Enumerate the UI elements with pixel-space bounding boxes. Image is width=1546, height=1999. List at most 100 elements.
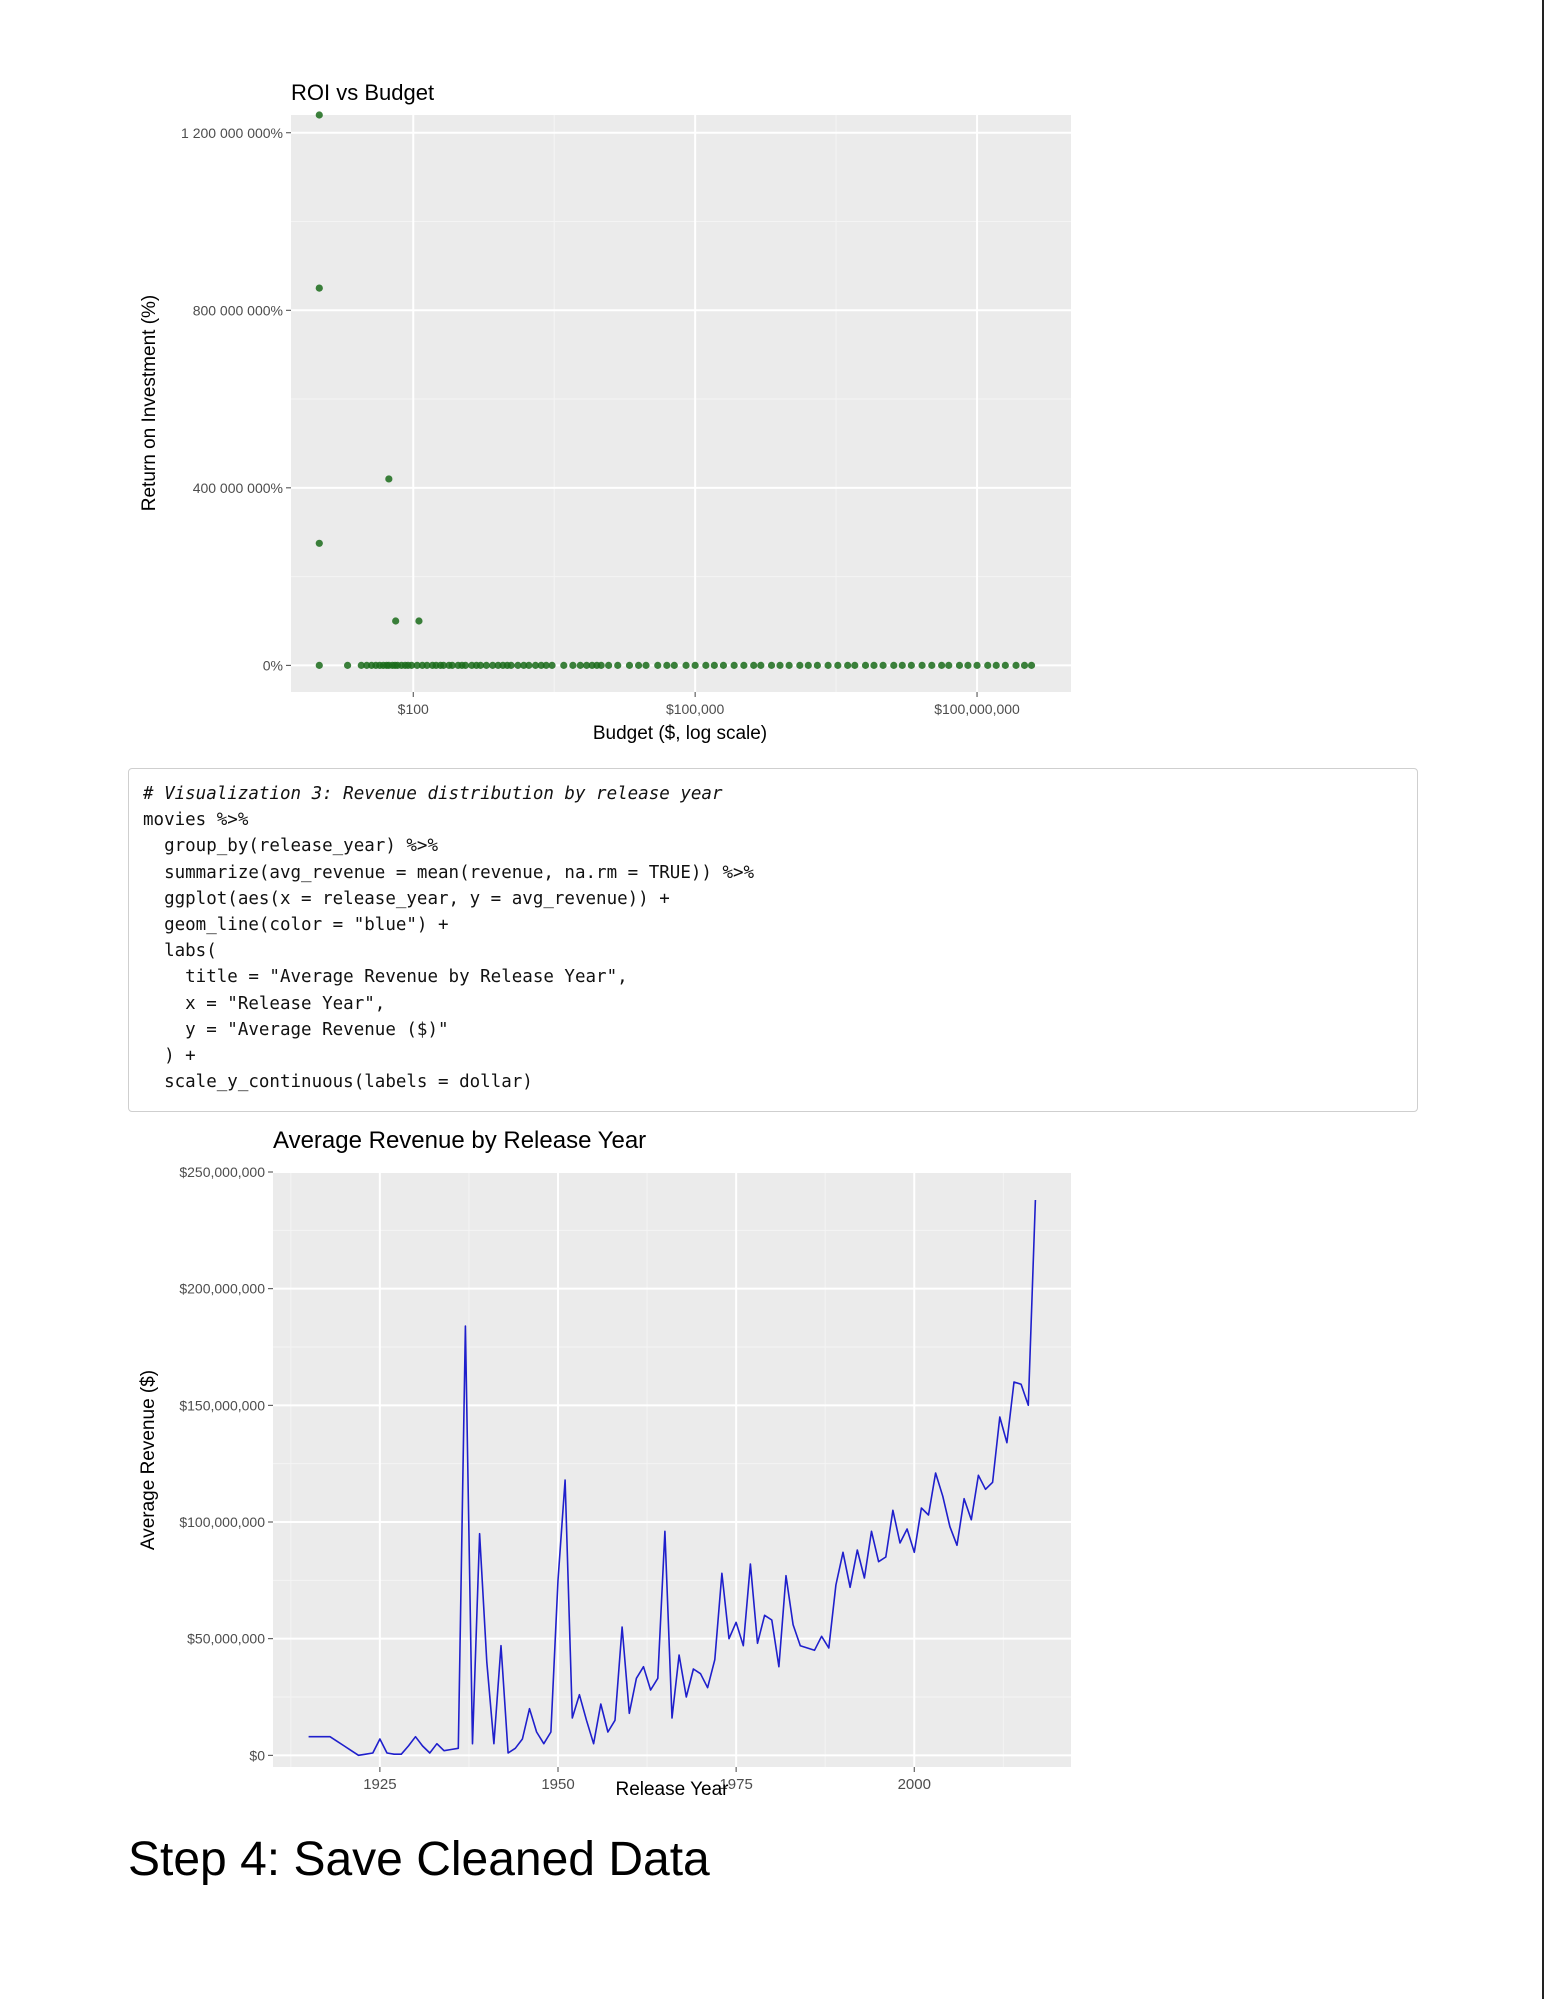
data-point [844,661,852,669]
data-point [898,661,906,669]
data-point [439,661,448,669]
revenue-by-year-chart: Average Revenue by Release Year 1925 1950… [0,1120,1546,1810]
y-tick-label: 0% [263,657,283,673]
data-point [597,661,605,669]
data-point [710,661,718,669]
data-point [520,661,528,669]
x-axis-label: Budget ($, log scale) [593,723,767,744]
y-tick-label: $150,000,000 [179,1397,265,1413]
roi-chart-svg: ROI vs Budget $100 $100,000 $100,000,000 0%… [139,80,1071,744]
roi-vs-budget-chart: ROI vs Budget $100 $100,000 $100,000,000 0%… [0,0,1546,760]
data-point [482,661,490,669]
y-tick-label: 800 000 000% [193,302,283,318]
y-tick-label: 400 000 000% [193,480,283,496]
data-point [740,661,748,669]
x-tick-label: $100,000,000 [934,701,1020,717]
step-heading: Step 4: Save Cleaned Data [128,1833,710,1886]
data-point [670,661,678,669]
data-point [663,661,671,669]
code-line: scale_y_continuous(labels = dollar) [143,1072,533,1093]
data-point [385,475,393,483]
data-point [654,661,662,669]
data-point [767,661,776,669]
data-point [476,661,485,669]
data-point [315,661,323,669]
x-axis-label: Release Year [615,1779,729,1800]
data-point [357,661,365,669]
code-line: y = "Average Revenue ($)" [143,1019,449,1040]
data-point [804,661,812,669]
data-point [870,661,878,669]
data-point [796,661,804,669]
code-line: ) + [143,1046,196,1067]
code-line: geom_line(color = "blue") + [143,915,449,936]
code-chunk[interactable]: # Visualization 3: Revenue distribution … [128,768,1418,1112]
data-point [507,661,515,669]
data-point [834,661,842,669]
data-point [548,661,556,669]
data-point [1020,661,1029,669]
data-point [315,284,323,292]
y-tick-label: $50,000,000 [187,1631,265,1647]
data-point [583,661,591,669]
data-point [1012,661,1020,669]
data-point [750,661,758,669]
data-point [461,661,470,669]
code-line: summarize(avg_revenue = mean(revenue, na… [143,862,755,883]
plot-panel [291,115,1071,692]
data-point [537,661,545,669]
y-tick-label: $200,000,000 [179,1281,265,1297]
data-point [691,661,699,669]
data-point [525,661,533,669]
data-point [423,661,431,669]
code-line: labs( [143,941,217,962]
data-point [918,661,926,669]
y-tick-label: $100,000,000 [179,1514,265,1530]
code-line: movies %>% [143,810,249,831]
code-line: x = "Release Year", [143,993,386,1014]
data-point [634,661,643,669]
data-point [625,661,634,669]
data-point [315,111,323,119]
data-point [1001,661,1009,669]
data-point [642,661,650,669]
data-point [407,661,416,669]
x-tick-label: 1950 [541,1776,574,1793]
data-point [1027,661,1036,669]
y-axis-label: Return on Investment (%) [139,295,160,511]
data-point [542,661,550,669]
data-point [785,661,793,669]
plot-panel [273,1172,1071,1767]
data-point [824,661,832,669]
y-tick-label: $250,000,000 [179,1164,265,1180]
data-point [907,661,915,669]
data-point [964,661,972,669]
revenue-chart-svg: Average Revenue by Release Year 1925 1950… [138,1127,1071,1800]
data-point [415,617,423,625]
data-point [851,661,859,669]
data-point [605,661,613,669]
data-point [757,661,765,669]
data-point [776,661,784,669]
code-line: ggplot(aes(x = release_year, y = avg_rev… [143,888,670,909]
data-point [614,661,622,669]
data-point [489,661,497,669]
x-tick-label: 2000 [898,1776,931,1793]
revenue-series-line [308,1199,1037,1757]
data-point [938,661,946,669]
data-point [992,661,1000,669]
data-point [879,661,887,669]
data-point [413,661,421,669]
data-point [448,661,456,669]
x-tick-label: $100 [398,701,429,717]
data-point [315,539,323,547]
data-point [890,661,898,669]
data-point [576,661,584,669]
code-line: title = "Average Revenue by Release Year… [143,967,628,988]
y-axis-label: Average Revenue ($) [138,1370,159,1550]
x-tick-label: 1975 [719,1776,752,1793]
data-point [560,661,568,669]
data-point [514,661,522,669]
data-point [813,661,821,669]
chart-title: ROI vs Budget [291,80,434,105]
